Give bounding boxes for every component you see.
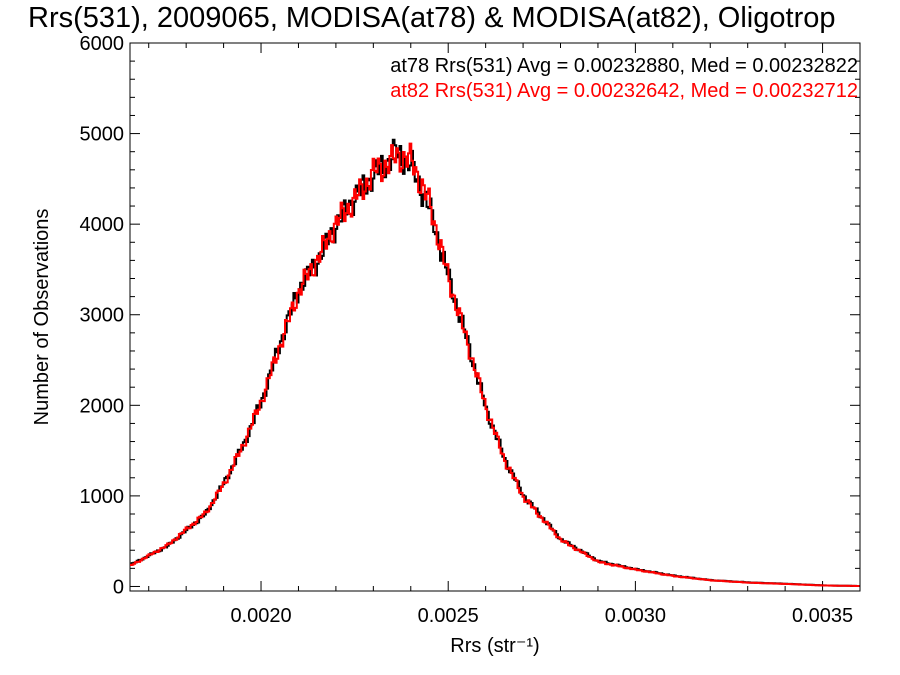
- x-tick-label: 0.0020: [230, 605, 291, 627]
- x-axis-label: Rrs (str⁻¹): [450, 635, 539, 657]
- y-tick-label: 0: [113, 576, 124, 598]
- legend-entry-at78: at78 Rrs(531) Avg = 0.00232880, Med = 0.…: [390, 55, 858, 77]
- plot-frame: [129, 42, 861, 592]
- chart-title: Rrs(531), 2009065, MODISA(at78) & MODISA…: [28, 2, 836, 34]
- y-tick-label: 6000: [80, 33, 125, 55]
- x-tick-label: 0.0030: [605, 605, 666, 627]
- series-line-at82: [130, 142, 860, 587]
- series-layer: [130, 138, 860, 587]
- y-axis-label: Number of Observations: [31, 209, 53, 426]
- y-tick-label: 3000: [80, 305, 125, 327]
- y-tick-label: 2000: [80, 395, 125, 417]
- series-line-at78: [130, 138, 860, 587]
- x-tick-label: 0.0035: [792, 605, 853, 627]
- x-tick-label: 0.0025: [418, 605, 479, 627]
- y-tick-label: 5000: [80, 124, 125, 146]
- y-tick-label: 4000: [80, 214, 125, 236]
- y-tick-label: 1000: [80, 486, 125, 508]
- axis-ticks: 0.0020 0.0025 0.0030 0.0035 0 1000 2000 3000 400…: [80, 33, 861, 627]
- legend-entry-at82: at82 Rrs(531) Avg = 0.00232642, Med = 0.…: [390, 80, 858, 102]
